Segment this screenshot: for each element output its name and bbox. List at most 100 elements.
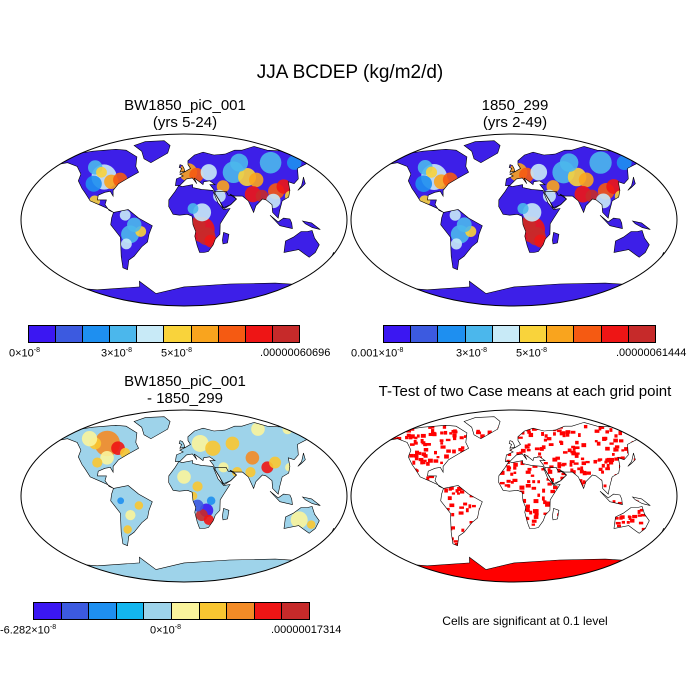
field-patch [255, 189, 269, 203]
significant-cell [578, 529, 584, 534]
significant-cell [523, 498, 527, 503]
significant-cell [431, 489, 436, 493]
significant-cell [513, 432, 518, 436]
significant-cell [586, 471, 591, 475]
significant-cell [542, 535, 546, 540]
significant-cell [360, 509, 364, 512]
significant-cell [597, 511, 602, 514]
colorbar-swatch [411, 326, 439, 342]
significant-cell [666, 498, 668, 501]
cbar3-max-label: .00000017314 [271, 624, 342, 636]
significant-cell [415, 516, 420, 521]
significant-cell [510, 472, 514, 476]
field-patch [204, 234, 218, 248]
significant-cell [386, 545, 390, 550]
field-patch [616, 155, 632, 171]
colorbar-swatch [282, 603, 309, 619]
significant-cell [488, 436, 492, 440]
significant-cell [459, 549, 463, 552]
coastline-indonesia [599, 490, 623, 505]
significant-cell [465, 462, 470, 467]
significant-cell [366, 525, 371, 527]
significant-cell [484, 503, 488, 506]
significant-cell [437, 471, 443, 475]
significant-cell [507, 542, 513, 547]
significant-cell [528, 541, 533, 545]
map-border [350, 133, 678, 307]
significant-cell [621, 520, 625, 524]
significant-cell [508, 552, 512, 556]
land-papua [632, 221, 651, 230]
panel1-title: BW1850_piC_001 (yrs 5-24) [60, 97, 310, 131]
significant-cell [554, 534, 560, 538]
significant-cell [576, 452, 580, 455]
land-papua [632, 497, 651, 506]
significant-cell [370, 477, 375, 479]
significant-cell [639, 508, 644, 512]
cbar1-mid1-label: 3×10-8 [101, 347, 133, 360]
significant-cell [513, 471, 517, 475]
significant-cell [641, 527, 647, 532]
significant-cell [421, 452, 426, 456]
significant-cell [419, 546, 425, 552]
significant-cell [489, 538, 494, 542]
significant-cell [564, 543, 569, 548]
significant-cell [578, 433, 581, 438]
significant-cell [375, 527, 378, 530]
significant-cell [500, 470, 505, 475]
significant-cell [615, 549, 618, 554]
significant-cell [599, 503, 603, 508]
significant-cell [376, 439, 380, 441]
significant-cell [643, 550, 647, 554]
significant-cell [653, 496, 658, 499]
significant-cell [487, 495, 492, 498]
significant-cell [621, 539, 627, 544]
coastline-arabia [214, 191, 237, 209]
significant-cell [499, 481, 505, 485]
coastline-africa [498, 184, 561, 253]
significant-cell [663, 457, 668, 461]
significant-cell [409, 551, 414, 556]
significant-cell [584, 497, 588, 502]
significant-cell [532, 480, 536, 484]
significant-cell [590, 517, 596, 522]
significance-note: Cells are significant at 0.1 level [442, 614, 608, 628]
significant-cell [377, 460, 380, 463]
significant-cell [614, 457, 619, 461]
significant-cell [571, 470, 576, 474]
significant-cell [375, 473, 378, 477]
significant-cell [562, 552, 566, 557]
significant-cell [664, 513, 668, 517]
coastline-papua [301, 496, 321, 506]
significant-cell [563, 502, 569, 507]
coastline-madagascar [552, 507, 560, 521]
significant-cell [524, 444, 528, 448]
field-patch [96, 166, 107, 178]
significant-cell [617, 524, 622, 528]
significant-cell [567, 448, 572, 453]
significant-cell [386, 489, 390, 492]
significant-cell [409, 534, 413, 537]
panel1-title-line1: BW1850_piC_001 [124, 97, 246, 114]
significant-cell [494, 434, 498, 438]
field-patch [259, 151, 282, 174]
significant-cell [501, 440, 506, 444]
coastline-antarctica [378, 556, 649, 582]
significant-cell [423, 442, 428, 447]
significant-cell [385, 534, 389, 538]
significant-cell [392, 524, 396, 528]
colorbar-panel-1 [28, 325, 300, 343]
significant-cell [444, 488, 448, 493]
coastline-madagascar [222, 231, 230, 245]
significant-cell [466, 530, 471, 533]
significant-cell [558, 541, 563, 545]
significant-cell [373, 507, 376, 510]
significant-cell [563, 533, 568, 536]
significant-cell [637, 514, 642, 517]
significant-cell [399, 529, 404, 535]
significant-cell [569, 460, 575, 464]
field-patch [589, 151, 612, 174]
significant-cell [451, 492, 456, 495]
significant-cell [507, 539, 512, 544]
significant-cell [453, 540, 458, 543]
